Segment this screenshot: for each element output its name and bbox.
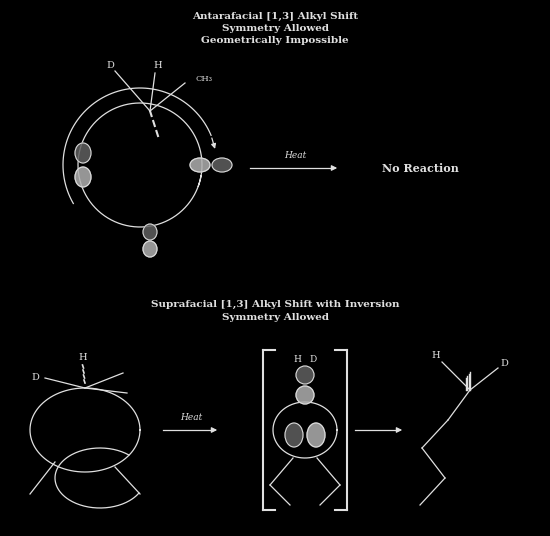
Ellipse shape: [75, 167, 91, 187]
Text: Heat: Heat: [284, 151, 306, 160]
Text: H: H: [153, 61, 162, 70]
Text: H: H: [432, 352, 441, 361]
Text: Symmetry Allowed: Symmetry Allowed: [222, 24, 328, 33]
Ellipse shape: [190, 158, 210, 172]
Text: Symmetry Allowed: Symmetry Allowed: [222, 313, 328, 322]
Ellipse shape: [285, 423, 303, 447]
Ellipse shape: [75, 143, 91, 163]
Ellipse shape: [296, 366, 314, 384]
Text: D: D: [500, 360, 508, 369]
Text: D: D: [31, 374, 39, 383]
Text: D: D: [309, 355, 317, 364]
Text: Heat: Heat: [180, 413, 202, 422]
Text: H: H: [79, 354, 87, 362]
Text: Suprafacial [1,3] Alkyl Shift with Inversion: Suprafacial [1,3] Alkyl Shift with Inver…: [151, 300, 399, 309]
Ellipse shape: [212, 158, 232, 172]
Text: Geometrically Impossible: Geometrically Impossible: [201, 36, 349, 45]
Ellipse shape: [307, 423, 325, 447]
Ellipse shape: [296, 386, 314, 404]
Ellipse shape: [143, 224, 157, 240]
Text: CH₃: CH₃: [196, 75, 213, 83]
Text: No Reaction: No Reaction: [382, 162, 459, 174]
Text: D: D: [106, 61, 114, 70]
Ellipse shape: [143, 241, 157, 257]
Text: H: H: [293, 355, 301, 364]
Text: Antarafacial [1,3] Alkyl Shift: Antarafacial [1,3] Alkyl Shift: [192, 12, 358, 21]
